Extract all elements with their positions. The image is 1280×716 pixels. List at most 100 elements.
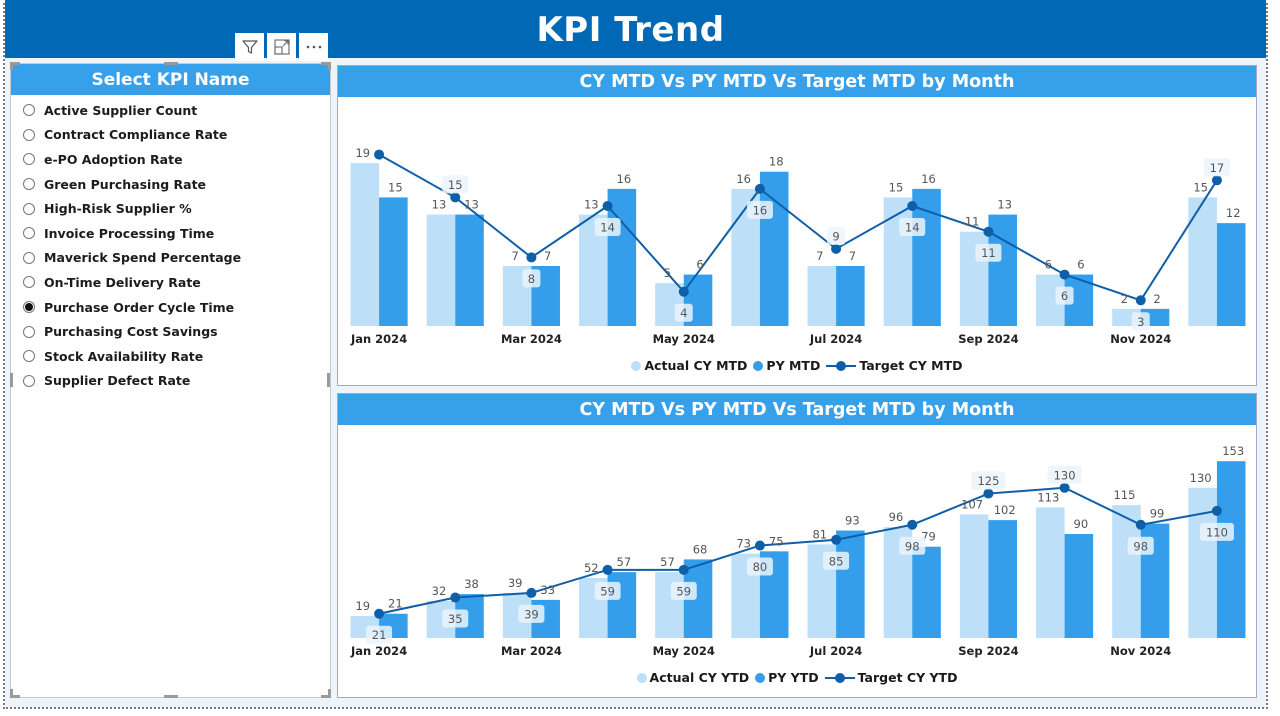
resize-handle-bottom-left[interactable] [10, 695, 20, 698]
data-label-target-bg [899, 536, 926, 555]
radio-unchecked-icon[interactable] [23, 178, 35, 191]
data-label-actual: 11 [965, 215, 980, 229]
slicer-option[interactable]: Green Purchasing Rate [23, 172, 330, 197]
data-label-py: 6 [696, 258, 703, 272]
slicer-option[interactable]: Purchasing Cost Savings [23, 319, 330, 344]
data-label-actual: 19 [355, 599, 370, 613]
data-label-target-bg [1047, 465, 1082, 484]
filter-button[interactable] [235, 33, 264, 61]
radio-unchecked-icon[interactable] [23, 104, 35, 117]
data-label-py: 102 [994, 503, 1016, 517]
data-label-py: 90 [1074, 517, 1089, 531]
data-label-target: 9 [832, 229, 839, 243]
data-label-py: 12 [1226, 206, 1241, 220]
resize-handle-right[interactable] [327, 373, 330, 387]
legend-label: Target CY MTD [859, 358, 963, 373]
legend-marker-target [826, 360, 857, 371]
data-label-target: 6 [1061, 289, 1068, 303]
radio-unchecked-icon[interactable] [23, 325, 35, 338]
radio-unchecked-icon[interactable] [23, 153, 35, 166]
radio-unchecked-icon[interactable] [23, 374, 35, 387]
slicer-title: Select KPI Name [11, 64, 330, 95]
chart-title: CY MTD Vs PY MTD Vs Target MTD by Month [338, 394, 1256, 425]
resize-handle-left[interactable] [10, 373, 13, 387]
data-label-target-bg [522, 269, 541, 288]
slicer-option[interactable]: High-Risk Supplier % [23, 196, 330, 221]
resize-handle-top-left[interactable] [10, 62, 20, 65]
radio-unchecked-icon[interactable] [23, 202, 35, 215]
slicer-option[interactable]: Supplier Defect Rate [23, 369, 330, 394]
data-label-target-bg [670, 581, 697, 600]
data-label-py: 57 [617, 555, 632, 569]
data-label-py: 33 [540, 583, 555, 597]
legend-target-cy-ytd[interactable]: Target CY YTD [824, 670, 957, 685]
legend-actual-cy-ytd[interactable]: Actual CY YTD [636, 670, 749, 685]
target-point [831, 534, 842, 545]
data-label-py: 153 [1222, 444, 1244, 458]
x-tick-label: Nov 2024 [1110, 644, 1171, 658]
legend-py-mtd[interactable]: PY MTD [753, 358, 820, 373]
focus-mode-icon [273, 38, 291, 56]
slicer-option[interactable]: Purchase Order Cycle Time [23, 295, 330, 320]
slicer-option[interactable]: Contract Compliance Rate [23, 123, 330, 148]
legend-marker-py [755, 672, 766, 683]
slicer-option[interactable]: Active Supplier Count [23, 98, 330, 123]
data-label-actual: 15 [889, 180, 904, 194]
data-label-actual: 13 [432, 198, 447, 212]
more-options-button[interactable] [299, 33, 328, 61]
target-point [526, 587, 537, 598]
data-label-py: 13 [464, 198, 479, 212]
target-point [1059, 269, 1070, 280]
resize-handle-bottom[interactable] [164, 695, 178, 698]
bar-py [1216, 223, 1246, 326]
target-point [1135, 295, 1146, 306]
data-label-actual: 7 [511, 249, 518, 263]
data-label-target: 59 [676, 584, 691, 598]
focus-mode-button[interactable] [267, 33, 296, 61]
data-label-py: 7 [849, 249, 856, 263]
chart-legend: Actual CY YTD PY YTD Target CY YTD [338, 670, 1256, 685]
slicer-option[interactable]: Maverick Spend Percentage [23, 246, 330, 271]
bar-py [912, 546, 941, 638]
legend-marker-py [753, 360, 764, 371]
legend-label: PY YTD [768, 670, 819, 685]
resize-handle-top-right[interactable] [328, 62, 331, 70]
radio-unchecked-icon[interactable] [23, 227, 35, 240]
radio-unchecked-icon[interactable] [23, 251, 35, 264]
x-tick-label: May 2024 [653, 644, 715, 658]
data-label-target: 39 [524, 607, 539, 621]
legend-actual-cy-mtd[interactable]: Actual CY MTD [631, 358, 747, 373]
data-label-actual: 32 [432, 584, 447, 598]
data-label-actual: 7 [816, 249, 823, 263]
legend-target-cy-mtd[interactable]: Target CY MTD [826, 358, 963, 373]
radio-unchecked-icon[interactable] [23, 350, 35, 363]
radio-unchecked-icon[interactable] [23, 276, 35, 289]
bar-actual-cy [350, 163, 380, 326]
kpi-slicer: Select KPI Name Active Supplier Count Con… [10, 63, 331, 698]
data-label-target-bg [971, 471, 1006, 490]
resize-handle-top-left[interactable] [10, 62, 13, 70]
bar-actual-cy [959, 514, 989, 638]
slicer-option[interactable]: Stock Availability Rate [23, 344, 330, 369]
resize-handle-bottom-right[interactable] [328, 689, 331, 698]
resize-handle-top[interactable] [164, 62, 178, 65]
resize-handle-bottom-right[interactable] [321, 695, 331, 698]
resize-handle-top-right[interactable] [321, 62, 331, 65]
radio-checked-icon[interactable] [23, 301, 35, 314]
chart-title: CY MTD Vs PY MTD Vs Target MTD by Month [338, 66, 1256, 97]
slicer-option[interactable]: e-PO Adoption Rate [23, 147, 330, 172]
legend-py-ytd[interactable]: PY YTD [755, 670, 819, 685]
x-tick-label: Jul 2024 [809, 332, 862, 346]
radio-unchecked-icon[interactable] [23, 128, 35, 141]
resize-handle-bottom-left[interactable] [10, 689, 13, 698]
data-label-target-bg [899, 218, 926, 236]
slicer-option[interactable]: On-Time Delivery Rate [23, 270, 330, 295]
bar-py [1216, 461, 1246, 638]
bar-actual-cy [426, 214, 456, 326]
data-label-target: 35 [448, 612, 463, 626]
data-label-target-bg [1203, 158, 1230, 177]
slicer-option[interactable]: Invoice Processing Time [23, 221, 330, 246]
legend-label: PY MTD [766, 358, 821, 373]
legend-marker-actual [636, 672, 647, 683]
data-label-target: 130 [1054, 468, 1076, 482]
